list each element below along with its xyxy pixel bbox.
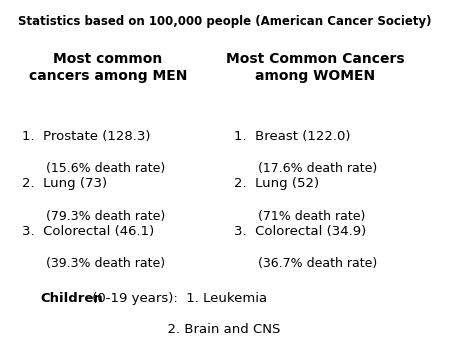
Text: 2.  Lung (52): 2. Lung (52): [234, 177, 319, 190]
Text: 1.  Prostate (128.3): 1. Prostate (128.3): [22, 130, 151, 143]
Text: 3.  Colorectal (46.1): 3. Colorectal (46.1): [22, 225, 155, 238]
Text: 2. Brain and CNS: 2. Brain and CNS: [40, 323, 281, 336]
Text: 2.  Lung (73): 2. Lung (73): [22, 177, 108, 190]
Text: 3.  Colorectal (34.9): 3. Colorectal (34.9): [234, 225, 366, 238]
Text: 1.  Breast (122.0): 1. Breast (122.0): [234, 130, 351, 143]
Text: Most common
cancers among MEN: Most common cancers among MEN: [29, 52, 187, 82]
Text: (36.7% death rate): (36.7% death rate): [234, 257, 377, 270]
Text: (15.6% death rate): (15.6% death rate): [22, 162, 166, 175]
Text: (17.6% death rate): (17.6% death rate): [234, 162, 377, 175]
Text: Children: Children: [40, 292, 103, 305]
Text: (79.3% death rate): (79.3% death rate): [22, 210, 166, 222]
Text: Most Common Cancers
among WOMEN: Most Common Cancers among WOMEN: [226, 52, 404, 82]
Text: (71% death rate): (71% death rate): [234, 210, 365, 222]
Text: (39.3% death rate): (39.3% death rate): [22, 257, 166, 270]
Text: Statistics based on 100,000 people (American Cancer Society): Statistics based on 100,000 people (Amer…: [18, 15, 432, 28]
Text: (0-19 years):  1. Leukemia: (0-19 years): 1. Leukemia: [88, 292, 267, 305]
